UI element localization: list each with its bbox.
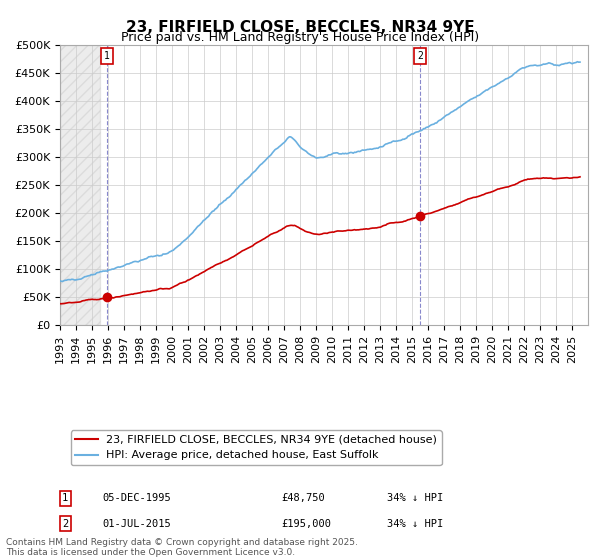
Text: 34% ↓ HPI: 34% ↓ HPI [388, 493, 443, 503]
Text: 2: 2 [62, 519, 68, 529]
Text: Price paid vs. HM Land Registry's House Price Index (HPI): Price paid vs. HM Land Registry's House … [121, 31, 479, 44]
Text: £48,750: £48,750 [282, 493, 326, 503]
Text: 23, FIRFIELD CLOSE, BECCLES, NR34 9YE: 23, FIRFIELD CLOSE, BECCLES, NR34 9YE [125, 20, 475, 35]
Text: 1: 1 [104, 51, 110, 61]
Text: 34% ↓ HPI: 34% ↓ HPI [388, 519, 443, 529]
Text: 05-DEC-1995: 05-DEC-1995 [102, 493, 171, 503]
Text: Contains HM Land Registry data © Crown copyright and database right 2025.
This d: Contains HM Land Registry data © Crown c… [6, 538, 358, 557]
Text: 2: 2 [417, 51, 423, 61]
Bar [60, 45, 100, 325]
Text: £195,000: £195,000 [282, 519, 332, 529]
Text: 1: 1 [62, 493, 68, 503]
Legend: 23, FIRFIELD CLOSE, BECCLES, NR34 9YE (detached house), HPI: Average price, deta: 23, FIRFIELD CLOSE, BECCLES, NR34 9YE (d… [71, 431, 442, 465]
Text: 01-JUL-2015: 01-JUL-2015 [102, 519, 171, 529]
